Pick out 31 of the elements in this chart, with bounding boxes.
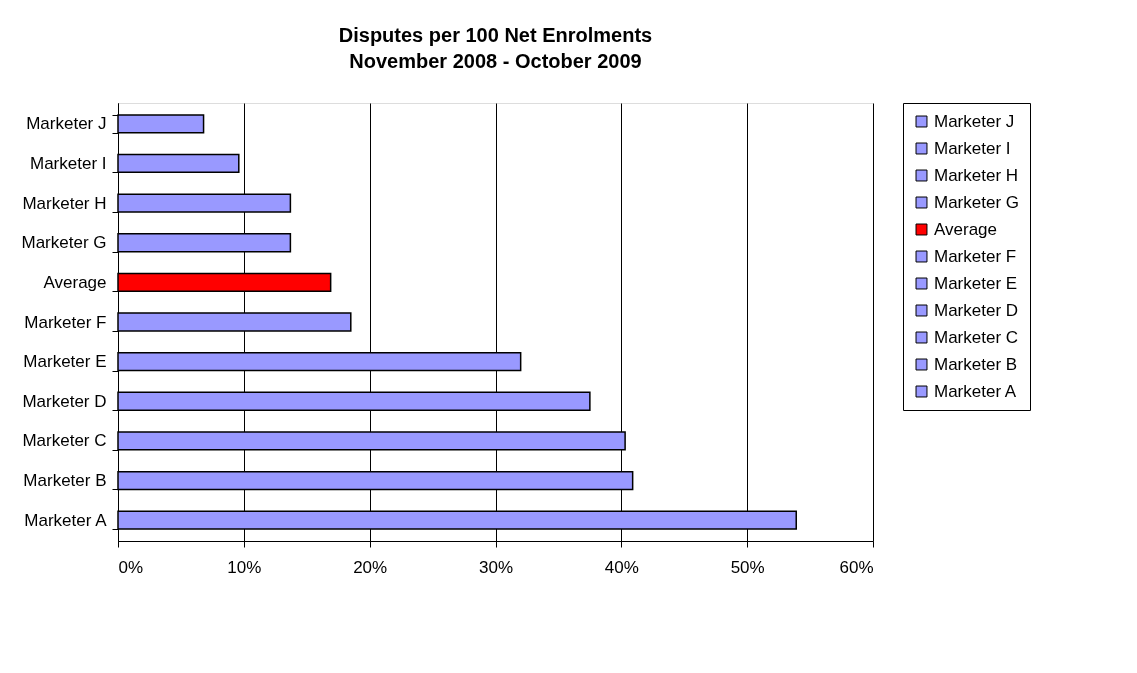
y-tick-label: Marketer F	[24, 312, 107, 332]
legend-label: Marketer B	[934, 354, 1018, 374]
y-tick-label: Marketer I	[29, 153, 107, 173]
legend-label: Marketer D	[934, 300, 1019, 320]
x-tick-label: 40%	[604, 557, 639, 577]
legend-label: Marketer H	[934, 165, 1019, 185]
x-tick-label: 0%	[118, 557, 144, 577]
x-tick-label: 50%	[730, 557, 765, 577]
legend-label: Marketer F	[934, 246, 1017, 266]
y-tick-label: Marketer C	[22, 431, 107, 451]
legend-label: Marketer G	[934, 192, 1020, 212]
legend-label: Marketer A	[934, 381, 1017, 401]
chart-subtitle: November 2008 - October 2009	[349, 50, 642, 72]
y-tick-label: Marketer A	[24, 510, 108, 530]
legend-label: Marketer I	[934, 138, 1011, 158]
legend-label: Marketer C	[934, 327, 1019, 347]
y-tick-label: Marketer H	[22, 193, 107, 213]
y-tick-label: Average	[43, 272, 107, 292]
x-tick-label: 60%	[839, 557, 874, 577]
legend-label: Average	[934, 219, 998, 239]
legend-label: Marketer J	[934, 111, 1015, 131]
y-tick-label: Marketer B	[23, 471, 107, 491]
x-tick-label: 30%	[478, 557, 514, 577]
legend-label: Marketer E	[934, 273, 1018, 293]
y-tick-label: Marketer G	[21, 233, 107, 253]
chart-title: Disputes per 100 Net Enrolments	[338, 24, 653, 46]
y-tick-label: Marketer J	[26, 114, 107, 134]
x-tick-label: 20%	[353, 557, 388, 577]
y-tick-label: Marketer E	[23, 352, 107, 372]
y-tick-label: Marketer D	[22, 391, 107, 411]
x-tick-label: 10%	[227, 557, 262, 577]
